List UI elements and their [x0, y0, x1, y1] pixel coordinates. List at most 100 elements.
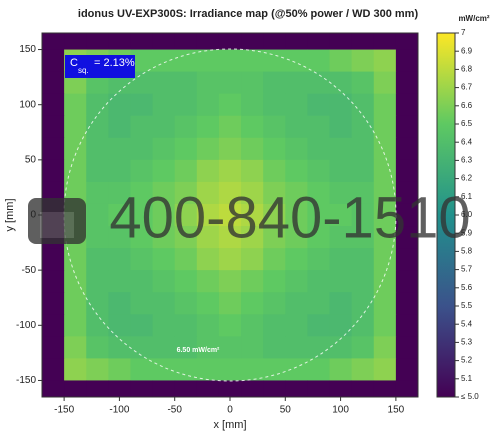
heat-cell	[329, 181, 353, 205]
heat-cell	[130, 248, 154, 271]
heat-cell	[395, 71, 418, 95]
heat-cell	[329, 270, 353, 293]
heat-cell	[108, 336, 131, 359]
heat-cell	[241, 314, 264, 337]
heat-cell	[285, 380, 308, 397]
heat-cell	[373, 336, 397, 359]
heat-cell	[174, 270, 198, 293]
heat-cell	[86, 181, 109, 205]
heat-cell	[64, 159, 87, 183]
heat-cell	[64, 93, 87, 117]
heat-cell	[152, 270, 176, 293]
heat-cell	[108, 115, 131, 139]
heat-cell	[395, 159, 418, 183]
heat-cell	[64, 292, 87, 315]
heat-cell	[307, 181, 331, 205]
y-tick-label: 150	[19, 44, 36, 55]
uniformity-subscript: sq.	[78, 66, 89, 75]
colorbar-tick-label: 5.7	[461, 265, 473, 274]
heat-cell	[130, 115, 154, 139]
heat-cell	[108, 159, 131, 183]
colorbar-tick-label: 6.7	[461, 83, 473, 92]
heat-cell	[130, 292, 154, 315]
heat-cell	[152, 336, 176, 359]
heat-cell	[351, 292, 375, 315]
heat-cell	[263, 314, 286, 337]
heat-cell	[307, 71, 331, 95]
heat-cell	[285, 292, 308, 315]
heat-cell	[241, 248, 264, 271]
colorbar-tick-label: 6.8	[461, 65, 473, 74]
heat-cell	[42, 270, 65, 293]
uniformity-box	[65, 55, 135, 78]
heat-cell	[307, 270, 331, 293]
heat-cell	[174, 49, 198, 73]
heat-cell	[351, 203, 375, 227]
heat-cell	[241, 292, 264, 315]
heat-cell	[329, 203, 353, 227]
heat-cell	[285, 71, 308, 95]
watermark-icon	[28, 198, 86, 244]
heat-cell	[130, 159, 154, 183]
heat-cell	[329, 226, 353, 249]
heat-cell	[196, 292, 220, 315]
heat-cell	[196, 137, 220, 161]
heat-cell	[395, 226, 418, 249]
heat-cell	[373, 71, 397, 95]
heat-cell	[241, 226, 264, 249]
heat-cell	[241, 93, 264, 117]
heat-cell	[351, 248, 375, 271]
heat-cell	[373, 159, 397, 183]
uniformity-value: = 2.13%	[94, 57, 135, 69]
heat-cell	[174, 137, 198, 161]
heat-cell	[130, 93, 154, 117]
heat-cell	[174, 33, 198, 51]
heat-cell	[329, 358, 353, 381]
heat-cell	[196, 49, 220, 73]
heat-cell	[307, 292, 331, 315]
heat-cell	[218, 93, 242, 117]
heat-cell	[152, 248, 176, 271]
heat-cell	[108, 181, 131, 205]
heat-cell	[395, 115, 418, 139]
heat-cell	[263, 358, 286, 381]
heat-cell	[64, 380, 87, 397]
heat-cell	[42, 380, 65, 397]
heat-cell	[373, 115, 397, 139]
heat-cell	[285, 270, 308, 293]
heat-cell	[196, 270, 220, 293]
heat-cell	[395, 248, 418, 271]
heat-cell	[307, 336, 331, 359]
heat-cell	[395, 358, 418, 381]
heat-cell	[263, 270, 286, 293]
colorbar-tick-label: 6.1	[461, 192, 473, 201]
heat-cell	[130, 358, 154, 381]
heat-cell	[285, 49, 308, 73]
heat-cell	[108, 292, 131, 315]
heat-cell	[285, 33, 308, 51]
heat-cell	[64, 248, 87, 271]
heat-cell	[64, 33, 87, 51]
heat-cell	[373, 226, 397, 249]
heat-cell	[373, 270, 397, 293]
heat-cell	[108, 380, 131, 397]
heat-cell	[42, 115, 65, 139]
heat-cell	[351, 159, 375, 183]
heat-cell	[152, 115, 176, 139]
heat-cell	[196, 358, 220, 381]
heat-cell	[152, 203, 176, 227]
heat-cell	[241, 358, 264, 381]
heat-cell	[42, 159, 65, 183]
heat-cell	[174, 292, 198, 315]
x-tick-label: 150	[388, 405, 405, 416]
heat-cell	[351, 336, 375, 359]
colorbar-tick-label: 7	[461, 28, 466, 37]
heat-cell	[42, 358, 65, 381]
heat-cell	[64, 115, 87, 139]
heat-cell	[329, 248, 353, 271]
heat-cell	[395, 203, 418, 227]
heat-cell	[196, 93, 220, 117]
heat-cell	[373, 380, 397, 397]
heat-cell	[285, 181, 308, 205]
heat-cell	[285, 226, 308, 249]
